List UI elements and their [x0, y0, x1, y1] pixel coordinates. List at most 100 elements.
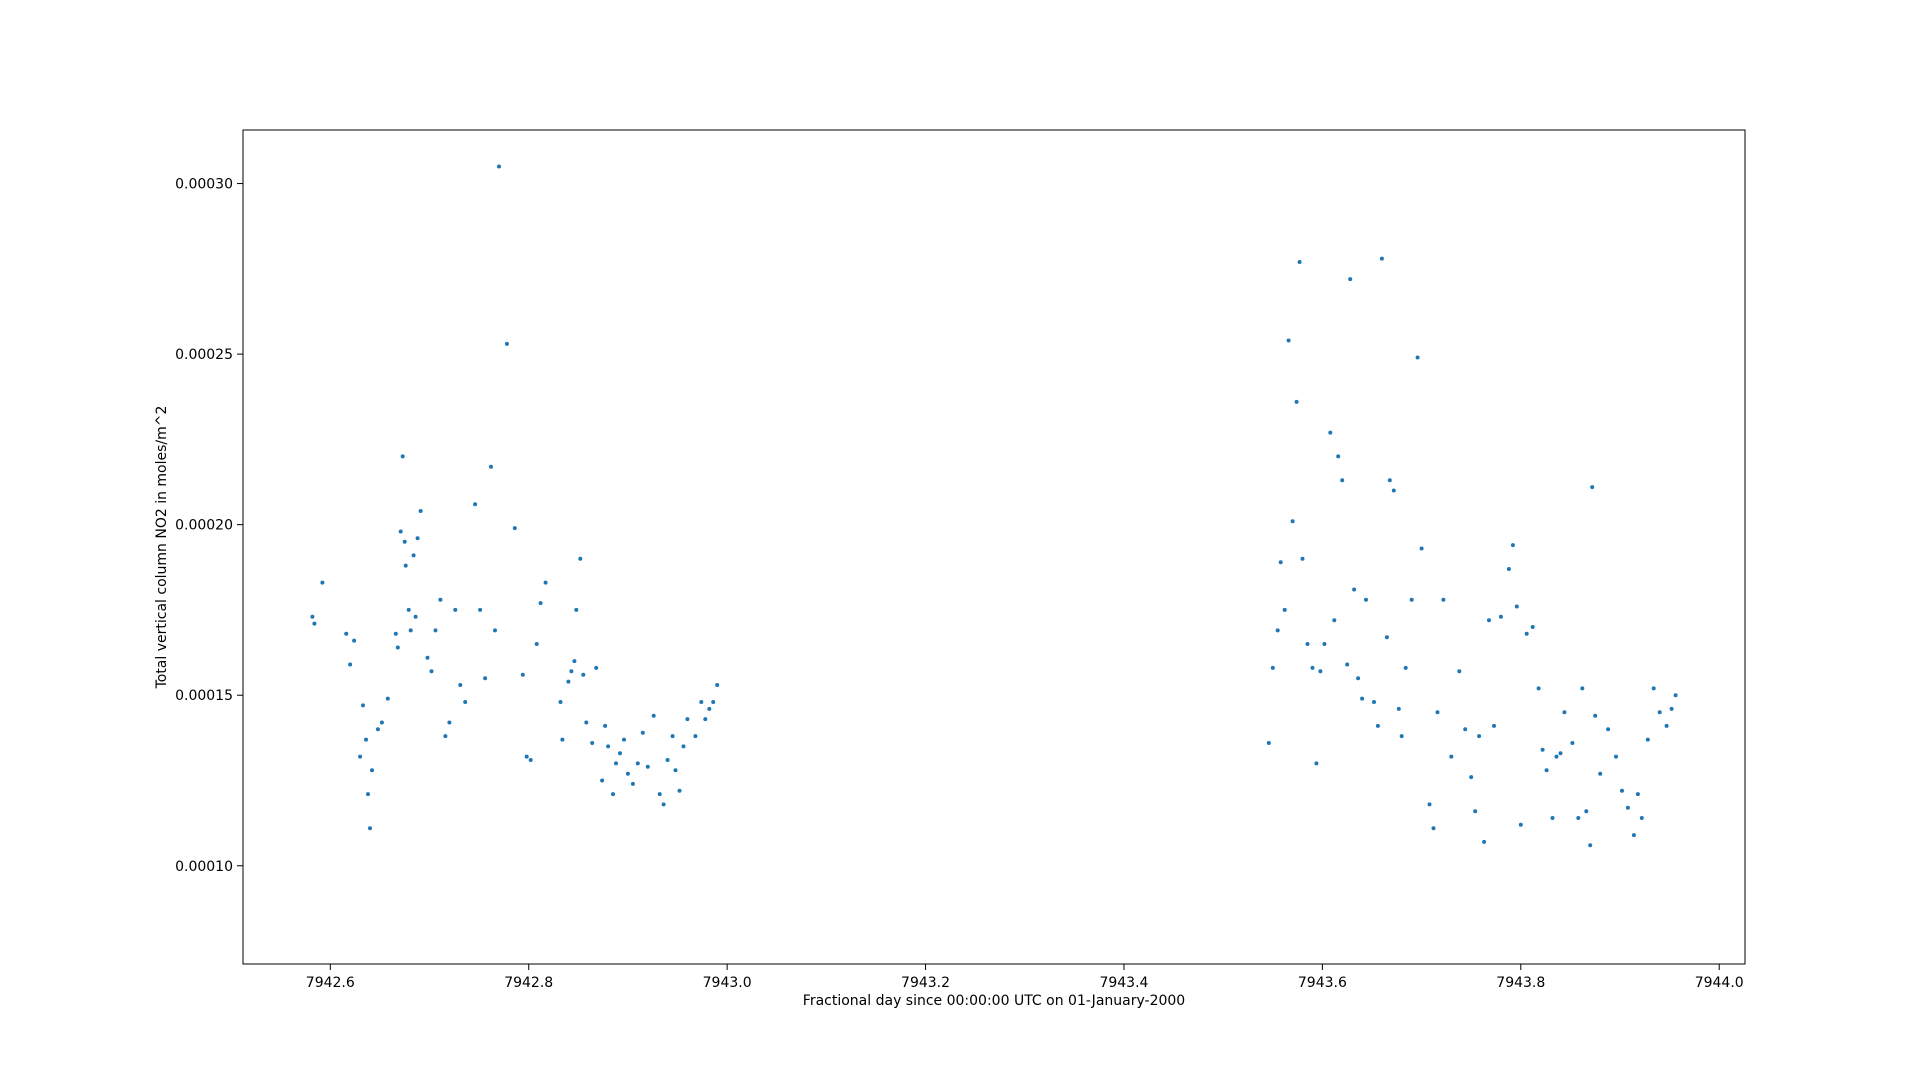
x-tick-label: 7943.4	[1099, 975, 1148, 991]
data-point	[1431, 826, 1436, 831]
data-point	[707, 706, 712, 711]
data-point	[1384, 635, 1389, 640]
data-point	[693, 734, 698, 739]
data-point	[379, 720, 384, 725]
data-point	[1558, 751, 1563, 756]
data-point	[1345, 662, 1350, 667]
data-point	[489, 464, 493, 469]
data-point	[425, 655, 430, 660]
data-point	[528, 758, 533, 762]
data-point	[1477, 734, 1482, 739]
data-point	[1427, 802, 1432, 807]
data-point	[622, 737, 626, 742]
data-point	[1580, 686, 1585, 691]
data-point	[1598, 771, 1603, 776]
data-point	[1318, 669, 1323, 674]
x-tick-label: 7943.2	[901, 975, 950, 991]
data-point	[606, 744, 611, 749]
data-point	[1300, 556, 1305, 561]
data-point	[1639, 816, 1644, 820]
data-point	[640, 730, 645, 735]
y-tick-label: 0.00010	[175, 859, 233, 875]
data-point	[1286, 338, 1291, 343]
data-point	[1340, 478, 1345, 483]
data-point	[400, 454, 405, 459]
data-point	[538, 601, 543, 606]
data-point	[584, 720, 589, 725]
data-point	[1487, 618, 1491, 623]
data-point	[1614, 754, 1618, 759]
data-point	[699, 700, 704, 704]
data-point	[1664, 723, 1669, 728]
data-point	[453, 607, 458, 612]
data-point	[393, 631, 398, 636]
data-point	[681, 744, 686, 749]
data-point	[1266, 741, 1271, 745]
data-point	[635, 761, 640, 766]
data-point	[1530, 625, 1535, 629]
data-point	[358, 754, 363, 759]
data-point	[312, 621, 317, 626]
data-point	[364, 737, 368, 742]
data-point	[630, 781, 635, 786]
data-point	[534, 642, 539, 646]
data-point	[1550, 816, 1555, 820]
data-point	[443, 734, 448, 739]
data-point	[408, 628, 413, 633]
data-point	[1669, 706, 1674, 711]
data-point	[1275, 628, 1280, 633]
data-point	[1498, 614, 1503, 619]
x-tick-label: 7943.8	[1496, 975, 1545, 991]
data-point	[1469, 775, 1474, 780]
data-point	[1441, 597, 1446, 602]
data-point	[411, 553, 416, 558]
data-point	[558, 700, 563, 704]
data-point	[1328, 430, 1333, 435]
x-tick-label: 7943.0	[703, 975, 752, 991]
data-point	[1379, 256, 1384, 261]
data-point	[569, 669, 574, 674]
data-point	[366, 792, 370, 797]
data-point	[611, 792, 615, 797]
data-point	[1588, 843, 1593, 848]
data-point	[572, 659, 577, 664]
data-point	[1576, 816, 1581, 820]
data-point	[1305, 642, 1310, 646]
data-point	[512, 526, 517, 531]
data-point	[361, 703, 365, 708]
data-point	[1473, 809, 1478, 814]
y-tick-label: 0.00030	[175, 177, 233, 193]
data-point	[673, 768, 678, 773]
data-point	[352, 638, 357, 643]
data-point	[1297, 260, 1302, 264]
data-point	[524, 754, 529, 759]
data-point	[1518, 822, 1523, 827]
data-point	[483, 676, 488, 681]
data-point	[603, 723, 608, 728]
data-point	[625, 771, 630, 776]
data-point	[1524, 631, 1529, 636]
data-point	[1514, 604, 1519, 609]
data-point	[1435, 710, 1440, 715]
data-point	[566, 679, 571, 684]
data-point	[1651, 686, 1656, 691]
data-point	[1270, 665, 1275, 670]
data-point	[677, 788, 682, 793]
x-axis-ticks: 7942.6 7942.8 7943.0 7943.2 7943.4 7943.6 7943…	[306, 964, 1744, 991]
data-point	[413, 614, 418, 619]
data-point	[1403, 665, 1408, 670]
data-point	[1310, 665, 1315, 670]
plot-area-frame	[242, 129, 1746, 965]
data-point	[1625, 805, 1630, 810]
data-point	[1593, 713, 1598, 718]
data-point	[1449, 754, 1454, 759]
data-point	[1372, 700, 1376, 704]
data-point	[543, 580, 548, 585]
data-point	[1620, 788, 1624, 793]
data-point	[375, 727, 380, 732]
data-point	[320, 580, 325, 585]
data-point	[1492, 723, 1496, 728]
y-axis-label: Total vertical column NO2 in moles/m^2	[154, 406, 170, 690]
